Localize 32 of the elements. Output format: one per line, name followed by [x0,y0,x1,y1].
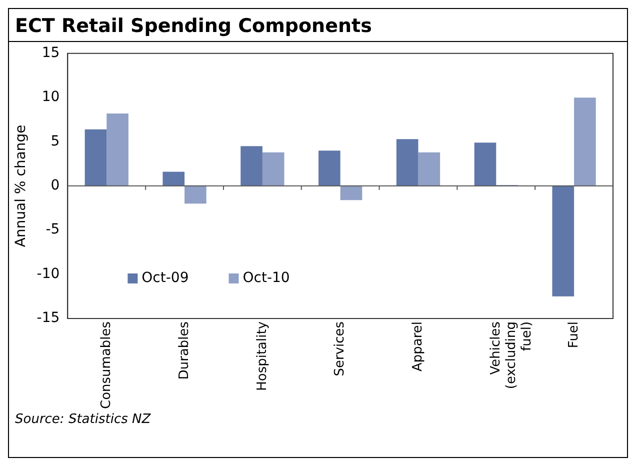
x-tick-label: Services [332,321,348,376]
y-axis-title: Annual % change [13,124,30,248]
y-tick-label: 5 [50,133,60,150]
y-tick-label: 10 [42,89,60,106]
bar [240,146,262,186]
y-tick-label: 15 [42,45,60,62]
legend-label: Oct-10 [242,270,290,286]
x-tick-label: Vehicles (excluding fuel) [488,321,535,390]
bar [340,186,362,200]
y-tick-label: -10 [36,266,60,282]
bar [106,113,128,186]
bar [318,150,340,186]
x-tick-label: Consumables [98,321,114,409]
bar [574,98,596,186]
chart-title: ECT Retail Spending Components [9,9,627,42]
bar [474,142,496,186]
bar [418,152,440,186]
x-tick-label: Apparel [410,321,426,372]
x-tick-label: Fuel [566,321,582,348]
source-note: Source: Statistics NZ [14,412,152,427]
y-tick-label: -15 [36,310,60,326]
bar [162,172,185,186]
bar [396,139,418,186]
bar [552,186,574,296]
y-tick-label: 0 [50,178,60,194]
x-tick-label: Hospitality [254,321,270,391]
y-tick-label: -5 [46,222,60,238]
bar [262,152,284,186]
bar [184,186,206,204]
bar [84,129,107,186]
legend-label: Oct-09 [142,270,189,286]
x-tick-label: Durables [176,321,192,380]
